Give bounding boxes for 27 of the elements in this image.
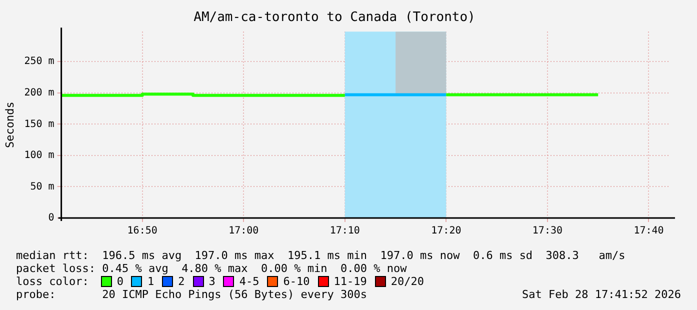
y-tick-label: 200 m [24,87,54,98]
y-tick-label: 150 m [24,118,54,130]
legend-label: 1 [147,275,154,288]
y-tick-label: 250 m [24,56,54,68]
legend-label: 20/20 [390,275,424,288]
x-tick-label: 17:40 [634,226,664,237]
text: probe: 20 ICMP Echo Pings (56 Bytes) every 300s [16,288,367,301]
y-axis-title: Seconds [3,102,16,148]
legend-label: 3 [208,275,216,288]
y-tick-label: 100 m [24,150,54,162]
x-tick-label: 17:30 [532,226,563,237]
legend-label: 11-19 [334,275,367,288]
chart-title: AM/am-ca-toronto to Canada (Toronto) [194,10,476,26]
legend-label: 0 [116,275,124,288]
text: median rtt: 196.5 ms avg 197.0 ms max 195.1 ms min 197.0 ms now 0.6 ms sd 308.3 am/s [16,249,626,262]
x-tick-label: 17:00 [228,226,259,237]
legend-title: loss color: [16,275,89,288]
y-tick-label: 50 m [30,181,54,192]
y-tick-label: 0 [48,212,54,224]
legend-label: 4-5 [239,275,260,288]
x-tick-label: 16:50 [127,226,158,237]
legend-label: 6-10 [283,275,310,288]
text: packet loss: 0.45 % avg 4.80 % max 0.00 % min 0.00 % now [16,262,407,275]
legend-label: 2 [178,275,185,288]
text: Sat Feb 28 17:41:52 2026 [522,288,681,301]
x-tick-label: 17:10 [330,226,360,237]
x-tick-label: 17:20 [431,226,462,237]
